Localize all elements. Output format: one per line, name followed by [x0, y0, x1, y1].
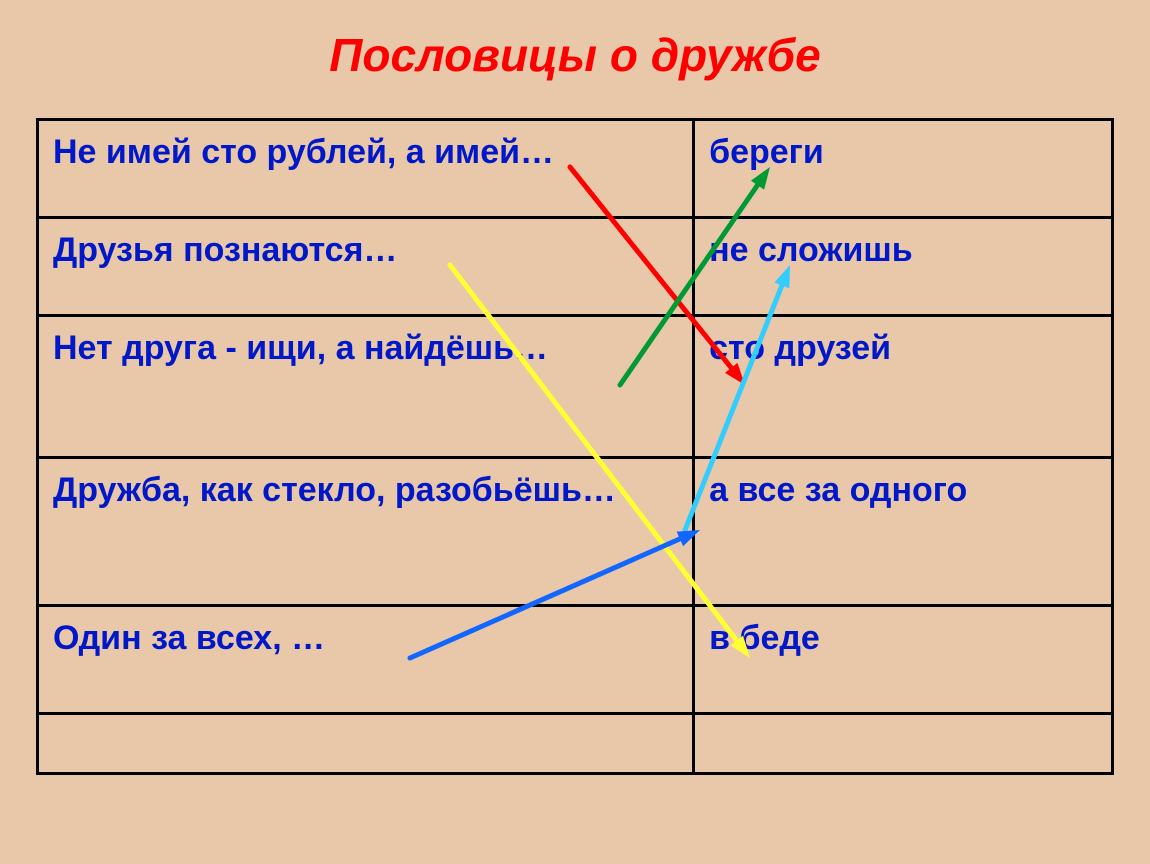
cell-right — [694, 714, 1113, 774]
cell-right: в беде — [694, 606, 1113, 714]
cell-left: Один за всех, … — [38, 606, 694, 714]
cell-left: Не имей сто рублей, а имей… — [38, 120, 694, 218]
table-row: Друзья познаются…не сложишь — [38, 218, 1113, 316]
cell-left — [38, 714, 694, 774]
table-body: Не имей сто рублей, а имей…берегиДрузья … — [38, 120, 1113, 774]
table-row — [38, 714, 1113, 774]
table-row: Не имей сто рублей, а имей…береги — [38, 120, 1113, 218]
slide: Пословицы о дружбе Не имей сто рублей, а… — [0, 0, 1150, 864]
cell-left: Нет друга - ищи, а найдёшь… — [38, 316, 694, 458]
proverbs-table: Не имей сто рублей, а имей…берегиДрузья … — [36, 118, 1114, 775]
cell-right: не сложишь — [694, 218, 1113, 316]
cell-right: сто друзей — [694, 316, 1113, 458]
cell-right: а все за одного — [694, 458, 1113, 606]
table-row: Один за всех, …в беде — [38, 606, 1113, 714]
slide-title: Пословицы о дружбе — [0, 28, 1150, 82]
table-row: Нет друга - ищи, а найдёшь…сто друзей — [38, 316, 1113, 458]
cell-left: Друзья познаются… — [38, 218, 694, 316]
table-row: Дружба, как стекло, разобьёшь…а все за о… — [38, 458, 1113, 606]
cell-left: Дружба, как стекло, разобьёшь… — [38, 458, 694, 606]
cell-right: береги — [694, 120, 1113, 218]
